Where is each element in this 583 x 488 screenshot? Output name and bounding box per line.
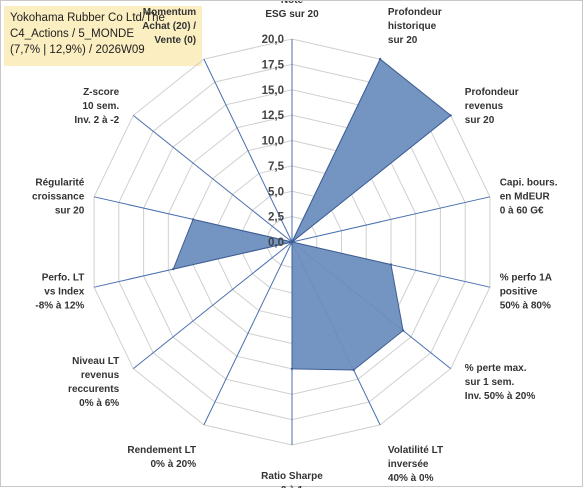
axis-spoke bbox=[132, 241, 293, 369]
axis-label: Régularité croissance sur 20 bbox=[32, 178, 85, 217]
tick-label: 2,5 bbox=[268, 212, 285, 224]
axis-label: Z-score 10 sem. Inv. 2 à -2 bbox=[74, 87, 119, 126]
axis-label: Profondeur revenus sur 20 bbox=[465, 87, 519, 126]
axis-label: Rendement LT 0% à 20% bbox=[127, 445, 196, 470]
title-line-2: C4_Actions / 5_MONDE bbox=[10, 28, 134, 40]
tick-label: 7,5 bbox=[268, 161, 285, 173]
axis-label: Capi. bours. en MdEUR 0 à 60 G€ bbox=[500, 178, 558, 217]
axis-label: Volatilité LT inversée 40% à 0% bbox=[388, 445, 443, 484]
radar-series bbox=[172, 57, 452, 372]
axis-label: % perte max. sur 1 sem. Inv. 50% à 20% bbox=[465, 363, 536, 402]
series-point bbox=[191, 218, 195, 221]
axis-label: Profondeur historique sur 20 bbox=[388, 7, 442, 46]
axis-spoke bbox=[203, 241, 293, 426]
chart-title: Yokohama Rubber Co Ltd/The C4_Actions / … bbox=[4, 6, 202, 66]
series-point bbox=[290, 240, 294, 244]
tick-label: 17,5 bbox=[262, 59, 285, 71]
axis-spoke bbox=[291, 196, 491, 243]
tick-label: 12,5 bbox=[262, 110, 285, 122]
series-point bbox=[401, 329, 405, 332]
radar-tick-labels: 0,0 2,5 5,0 7,5 10,0 12,5 15,0 17,5 20,0 bbox=[262, 34, 285, 249]
axis-spoke bbox=[203, 58, 293, 243]
series-point bbox=[389, 263, 393, 266]
series-area bbox=[172, 58, 452, 371]
title-line-1: Yokohama Rubber Co Ltd/The bbox=[10, 12, 165, 24]
tick-label: 20,0 bbox=[262, 34, 284, 46]
title-line-3: (7,7% | 12,9%) / 2026W09 bbox=[10, 44, 145, 56]
tick-label: 5,0 bbox=[268, 186, 284, 198]
axis-label: % perfo 1A positive 50% à 80% bbox=[500, 272, 552, 311]
tick-label: 15,0 bbox=[262, 85, 284, 97]
series-point bbox=[352, 368, 355, 372]
series-point bbox=[172, 267, 175, 271]
axis-spoke bbox=[132, 115, 293, 243]
axis-label: Perfo. LT vs Index -8% à 12% bbox=[35, 272, 84, 311]
series-point bbox=[449, 114, 452, 117]
axis-label: Ratio Sharpe0 à 1 bbox=[261, 471, 323, 488]
series-point bbox=[290, 367, 294, 371]
tick-label: 0,0 bbox=[268, 237, 284, 249]
series-point bbox=[378, 57, 382, 61]
axis-label: Niveau LT revenus reccurents 0% à 6% bbox=[68, 356, 120, 409]
axis-label: Momentum Achat (20) / Vente (0) bbox=[142, 7, 196, 46]
axis-label: NoteESG sur 20 bbox=[265, 1, 319, 20]
tick-label: 10,0 bbox=[262, 136, 284, 148]
